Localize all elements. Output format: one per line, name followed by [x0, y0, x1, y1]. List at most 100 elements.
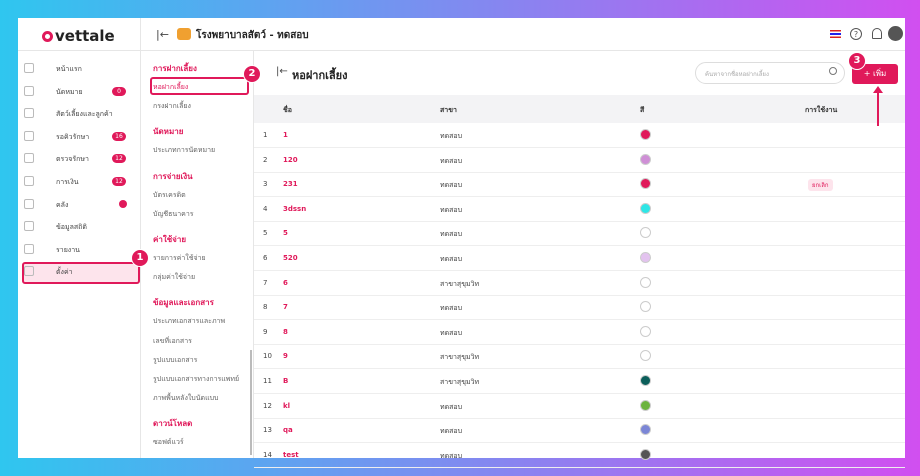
submenu-item[interactable]: หอฝากเลี้ยง [153, 83, 189, 91]
submenu-item[interactable]: รายการค่าใช้จ่าย [153, 254, 206, 262]
row-divider [254, 343, 905, 345]
row-name[interactable]: 5 [283, 229, 288, 238]
submenu-item[interactable]: ภาพพื้นหลังใบนัดแบบ [153, 394, 219, 403]
row-number: 4 [263, 204, 268, 213]
avatar[interactable] [888, 26, 903, 41]
submenu-border [253, 51, 254, 458]
menu-icon [24, 130, 34, 141]
status-badge: ยกเลิก [808, 179, 833, 192]
row-divider [254, 294, 905, 296]
clinic-icon [177, 28, 191, 40]
row-branch: ทดสอบ [440, 402, 463, 411]
column-header: สี [640, 106, 645, 114]
color-swatch [640, 252, 651, 263]
row-number: 5 [263, 229, 268, 238]
row-divider [254, 393, 905, 394]
menu-item[interactable]: ข้อมูลสถิติ [56, 223, 87, 232]
badge: 16 [112, 131, 126, 141]
row-number: 1 [263, 131, 268, 139]
row-divider [254, 270, 905, 271]
row-branch: สาขาสุขุมวิท [440, 279, 480, 288]
row-name[interactable]: test [283, 450, 299, 459]
search-icon [829, 67, 837, 75]
menu-item[interactable]: รอคิวรักษา [56, 132, 90, 141]
row-name[interactable]: qa [283, 426, 293, 435]
row-number: 3 [263, 180, 268, 189]
color-swatch [640, 301, 651, 313]
submenu-item[interactable]: บัญชีธนาคาร [153, 209, 194, 218]
row-name[interactable]: 3dssn [283, 204, 307, 213]
back-icon[interactable]: |← [276, 66, 288, 77]
menu-icon [24, 108, 34, 119]
submenu-item[interactable]: ประเภทเอกสารและภาพ [153, 317, 226, 326]
submenu-item[interactable]: รูปแบบเอกสารทางการแพทย์ [153, 375, 240, 383]
submenu-item[interactable]: ซอฟต์แวร์ [153, 438, 184, 447]
menu-icon [24, 221, 34, 232]
badge: 12 [112, 177, 126, 186]
section-title: การจ่ายเงิน [153, 171, 193, 181]
submenu-item[interactable]: กรงฝากเลี้ยง [153, 102, 191, 111]
submenu-item[interactable]: กลุ่มค่าใช้จ่าย [153, 273, 196, 282]
row-divider [254, 171, 905, 173]
submenu-item[interactable]: รูปแบบเอกสาร [153, 355, 198, 364]
flag-icon[interactable] [830, 30, 841, 38]
section-title: นัดหมาย [153, 127, 184, 137]
collapse-icon[interactable]: |← [156, 28, 169, 41]
bell-icon[interactable] [872, 28, 882, 39]
row-branch: ทดสอบ [440, 230, 463, 239]
row-name[interactable]: 7 [283, 303, 288, 312]
row-branch: ทดสอบ [440, 255, 463, 263]
menu-item[interactable]: คลัง [56, 200, 69, 209]
row-divider [254, 220, 905, 222]
color-swatch [640, 325, 651, 337]
search-box[interactable] [695, 62, 845, 84]
menu-icon [24, 243, 34, 254]
row-divider [254, 368, 905, 370]
add-arrow-head [873, 86, 883, 93]
row-name[interactable]: 6 [283, 278, 288, 287]
row-name[interactable]: 9 [283, 352, 288, 361]
row-branch: สาขาสุขุมวิท [440, 353, 480, 362]
row-divider [254, 196, 905, 198]
app-frame [18, 18, 905, 458]
menu-item[interactable]: ตรวจรักษา [56, 155, 89, 164]
row-name[interactable]: 520 [283, 254, 298, 262]
top-bar-border [18, 50, 905, 51]
color-swatch [640, 276, 651, 288]
color-swatch [640, 399, 651, 411]
row-branch: ทดสอบ [440, 132, 463, 140]
row-branch: ทดสอบ [440, 304, 463, 313]
row-name[interactable]: 1 [283, 131, 288, 139]
row-name[interactable]: 231 [283, 180, 298, 189]
submenu-item[interactable]: ประเภทการนัดหมาย [153, 146, 216, 155]
menu-item[interactable]: นัดหมาย [56, 87, 83, 96]
row-name[interactable]: 8 [283, 327, 288, 336]
submenu-item[interactable]: บัตรเครดิต [153, 190, 186, 199]
help-icon[interactable]: ? [850, 28, 862, 40]
row-divider [254, 466, 905, 468]
row-number: 7 [263, 278, 268, 287]
row-number: 12 [263, 401, 272, 410]
menu-item[interactable]: รายงาน [56, 245, 80, 254]
row-divider [254, 417, 905, 419]
row-number: 8 [263, 303, 268, 312]
add-button[interactable]: + เพิ่ม [852, 64, 898, 84]
row-number: 14 [263, 450, 272, 459]
column-header: ชื่อ [283, 106, 292, 114]
menu-item[interactable]: ตั้งค่า [56, 268, 73, 277]
menu-item[interactable]: การเงิน [56, 178, 79, 186]
row-name[interactable]: B [283, 377, 289, 385]
row-branch: ทดสอบ [440, 156, 463, 165]
row-name[interactable]: 120 [283, 155, 298, 164]
page-title: หอฝากเลี้ยง [292, 69, 348, 82]
submenu-item[interactable]: เลขที่เอกสาร [153, 336, 192, 345]
callout: 1 [131, 249, 149, 267]
row-number: 10 [263, 352, 272, 361]
menu-item[interactable]: สัตว์เลี้ยงและลูกค้า [56, 110, 113, 119]
section-title: การฝากเลี้ยง [153, 64, 197, 73]
badge: 0 [112, 86, 126, 96]
color-swatch [640, 178, 651, 190]
menu-item[interactable]: หน้าแรก [56, 65, 82, 73]
row-name[interactable]: kl [283, 401, 291, 410]
